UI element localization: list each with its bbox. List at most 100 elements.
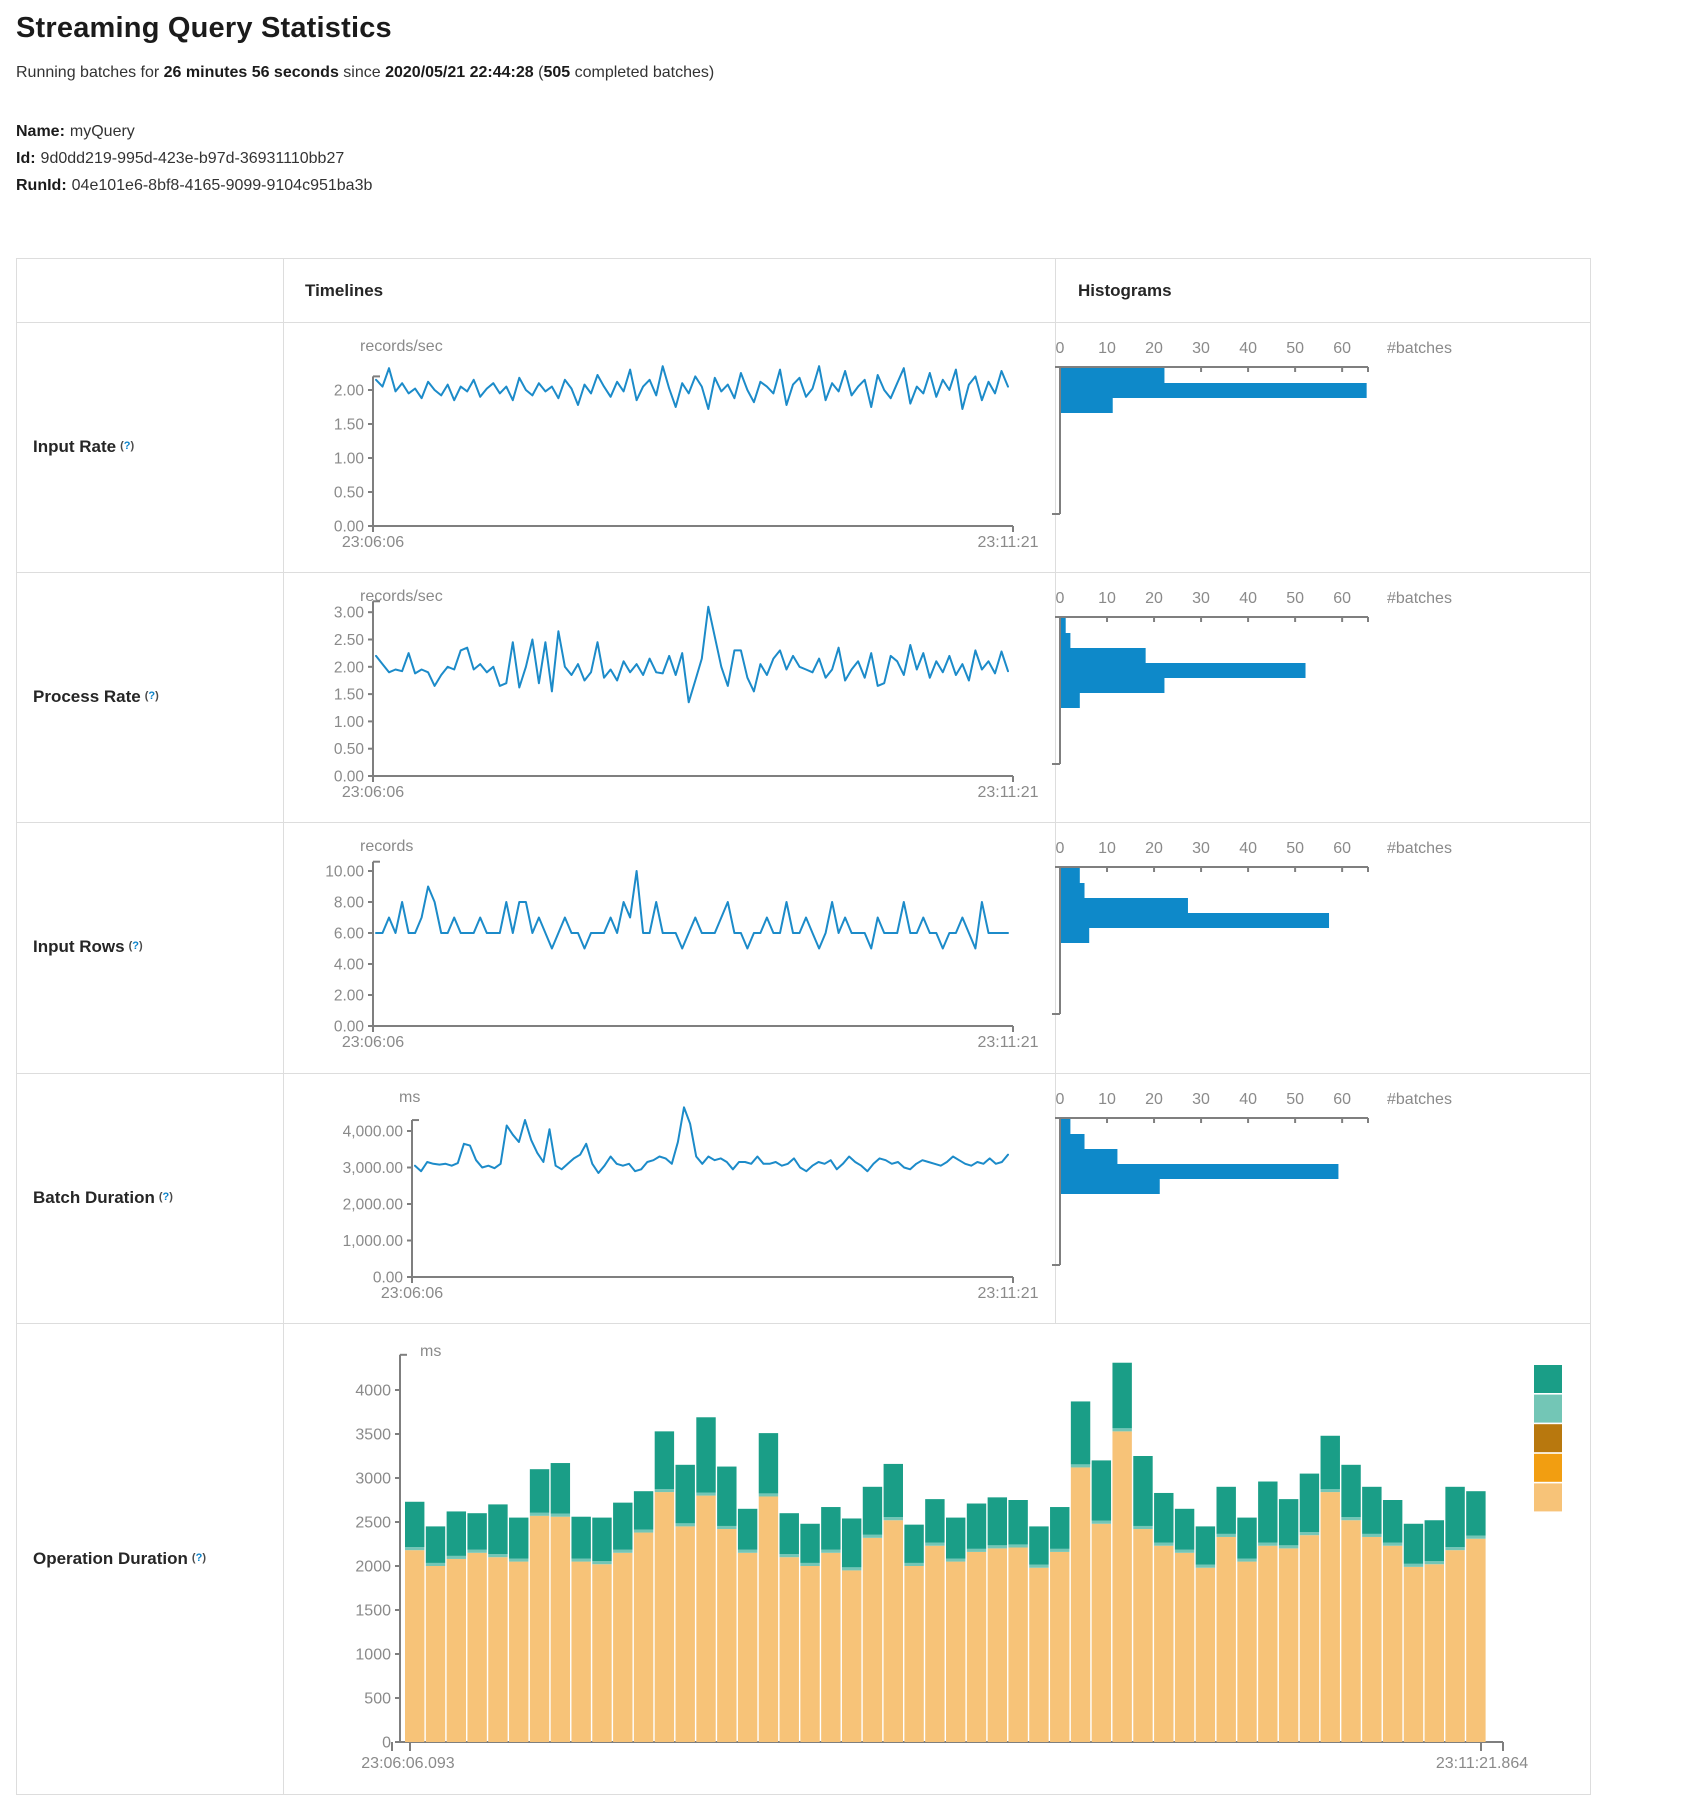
name-value: myQuery xyxy=(69,123,135,140)
runid-value: 04e101e6-8bf8-4165-9099-9104c951ba3b xyxy=(71,177,373,194)
svg-text:23:06:06.093: 23:06:06.093 xyxy=(361,1755,455,1772)
svg-text:40: 40 xyxy=(1239,1091,1257,1108)
row-label-input-rows: Input Rows (?) xyxy=(33,822,268,1072)
svg-text:1.50: 1.50 xyxy=(334,417,365,434)
svg-text:1,000.00: 1,000.00 xyxy=(343,1233,404,1250)
svg-text:3000: 3000 xyxy=(355,1471,391,1488)
legend-swatch-1 xyxy=(1534,1365,1562,1393)
help-paren: ( xyxy=(128,940,133,952)
svg-text:50: 50 xyxy=(1286,1091,1304,1108)
svg-text:2,000.00: 2,000.00 xyxy=(343,1197,404,1214)
svg-text:23:11:21: 23:11:21 xyxy=(977,1285,1038,1302)
help-paren: ( xyxy=(191,1552,196,1564)
svg-text:23:11:21.864: 23:11:21.864 xyxy=(1436,1755,1528,1772)
svg-text:10: 10 xyxy=(1098,1091,1116,1108)
svg-text:#batches: #batches xyxy=(1387,840,1452,857)
svg-text:#batches: #batches xyxy=(1387,1091,1452,1108)
runid-label: RunId: xyxy=(16,177,67,194)
svg-text:23:06:06: 23:06:06 xyxy=(342,784,404,801)
svg-text:23:06:06: 23:06:06 xyxy=(342,534,404,551)
svg-text:0: 0 xyxy=(382,1735,391,1752)
svg-text:20: 20 xyxy=(1145,840,1163,857)
completed-batches-count: 505 xyxy=(543,64,571,81)
svg-text:records/sec: records/sec xyxy=(360,588,443,605)
table-border xyxy=(16,572,1591,573)
svg-text:#batches: #batches xyxy=(1387,340,1452,357)
help-question-mark: ? xyxy=(148,690,156,702)
svg-text:0: 0 xyxy=(1056,340,1065,357)
svg-text:1500: 1500 xyxy=(355,1603,391,1620)
help-icon[interactable]: (?) xyxy=(192,1552,206,1564)
help-icon[interactable]: (?) xyxy=(120,440,134,452)
query-meta: Name: myQuery Id: 9d0dd219-995d-423e-b97d-… xyxy=(16,118,372,199)
svg-text:60: 60 xyxy=(1333,840,1351,857)
help-paren: ( xyxy=(144,690,149,702)
svg-text:60: 60 xyxy=(1333,1091,1351,1108)
table-border xyxy=(16,1073,1591,1074)
svg-text:60: 60 xyxy=(1333,340,1351,357)
id-value: 9d0dd219-995d-423e-b97d-36931110bb27 xyxy=(40,150,345,167)
svg-text:10.00: 10.00 xyxy=(325,864,364,881)
svg-text:30: 30 xyxy=(1192,590,1210,607)
query-runid-line: RunId: 04e101e6-8bf8-4165-9099-9104c951ba… xyxy=(16,172,372,199)
svg-text:0.50: 0.50 xyxy=(334,741,365,758)
help-icon[interactable]: (?) xyxy=(159,1191,173,1203)
process-rate-timeline-chart: records/sec3.002.502.001.501.000.500.002… xyxy=(334,588,1039,801)
svg-text:3.00: 3.00 xyxy=(334,605,365,622)
svg-text:0.50: 0.50 xyxy=(334,485,365,502)
svg-text:30: 30 xyxy=(1192,840,1210,857)
row-label-operation-duration: Operation Duration (?) xyxy=(33,1323,268,1795)
svg-text:6.00: 6.00 xyxy=(334,926,365,943)
svg-text:0.00: 0.00 xyxy=(373,1270,404,1287)
table-border xyxy=(1055,258,1056,1323)
operation-duration-legend xyxy=(1534,1365,1562,1512)
row-label-batch-duration: Batch Duration (?) xyxy=(33,1073,268,1323)
operation-duration-chart: ms 4000 3500 3000 2500 2000 1500 1000 500 0 23:06:… xyxy=(355,1343,1528,1772)
svg-text:8.00: 8.00 xyxy=(334,895,365,912)
column-header-histograms: Histograms xyxy=(1078,280,1172,300)
svg-text:0.00: 0.00 xyxy=(334,1019,365,1036)
input-rows-histogram-chart: 0 10 20 30 40 50 60 #batches xyxy=(1052,840,1452,1015)
svg-text:40: 40 xyxy=(1239,840,1257,857)
svg-text:records/sec: records/sec xyxy=(360,338,443,355)
help-question-mark: ? xyxy=(195,1552,203,1564)
help-paren: ) xyxy=(130,440,135,452)
svg-text:3500: 3500 xyxy=(355,1427,391,1444)
svg-text:10: 10 xyxy=(1098,340,1116,357)
svg-text:50: 50 xyxy=(1286,340,1304,357)
svg-text:4,000.00: 4,000.00 xyxy=(343,1124,404,1141)
help-icon[interactable]: (?) xyxy=(129,940,143,952)
input-rows-timeline-chart: records 10.00 8.00 6.00 4.00 2.00 0.0023:06:06… xyxy=(325,838,1038,1051)
svg-text:2.50: 2.50 xyxy=(334,632,365,649)
svg-text:40: 40 xyxy=(1239,340,1257,357)
metric-name: Input Rows xyxy=(33,937,125,956)
svg-text:0.00: 0.00 xyxy=(334,769,365,786)
help-question-mark: ? xyxy=(132,940,140,952)
svg-text:1.50: 1.50 xyxy=(334,687,365,704)
svg-text:ms: ms xyxy=(420,1343,441,1360)
help-icon[interactable]: (?) xyxy=(145,690,159,702)
help-paren: ( xyxy=(158,1191,163,1203)
help-paren: ( xyxy=(120,440,124,452)
summary-text: since xyxy=(338,64,386,81)
legend-swatch-5 xyxy=(1534,1483,1562,1512)
svg-text:3,000.00: 3,000.00 xyxy=(343,1160,404,1177)
metric-name: Operation Duration xyxy=(33,1549,188,1568)
svg-text:10: 10 xyxy=(1098,590,1116,607)
svg-text:0.00: 0.00 xyxy=(334,519,365,536)
name-label: Name: xyxy=(16,123,65,140)
svg-text:60: 60 xyxy=(1333,590,1351,607)
query-name-line: Name: myQuery xyxy=(16,118,372,145)
svg-text:#batches: #batches xyxy=(1387,590,1452,607)
svg-text:50: 50 xyxy=(1286,840,1304,857)
table-border xyxy=(16,822,1591,823)
summary-text: Running batches for xyxy=(16,64,164,81)
svg-text:500: 500 xyxy=(364,1691,391,1708)
svg-text:records: records xyxy=(360,838,413,855)
summary-text: completed batches) xyxy=(570,64,715,81)
duration-value: 26 minutes 56 seconds xyxy=(163,64,339,81)
svg-text:10: 10 xyxy=(1098,840,1116,857)
